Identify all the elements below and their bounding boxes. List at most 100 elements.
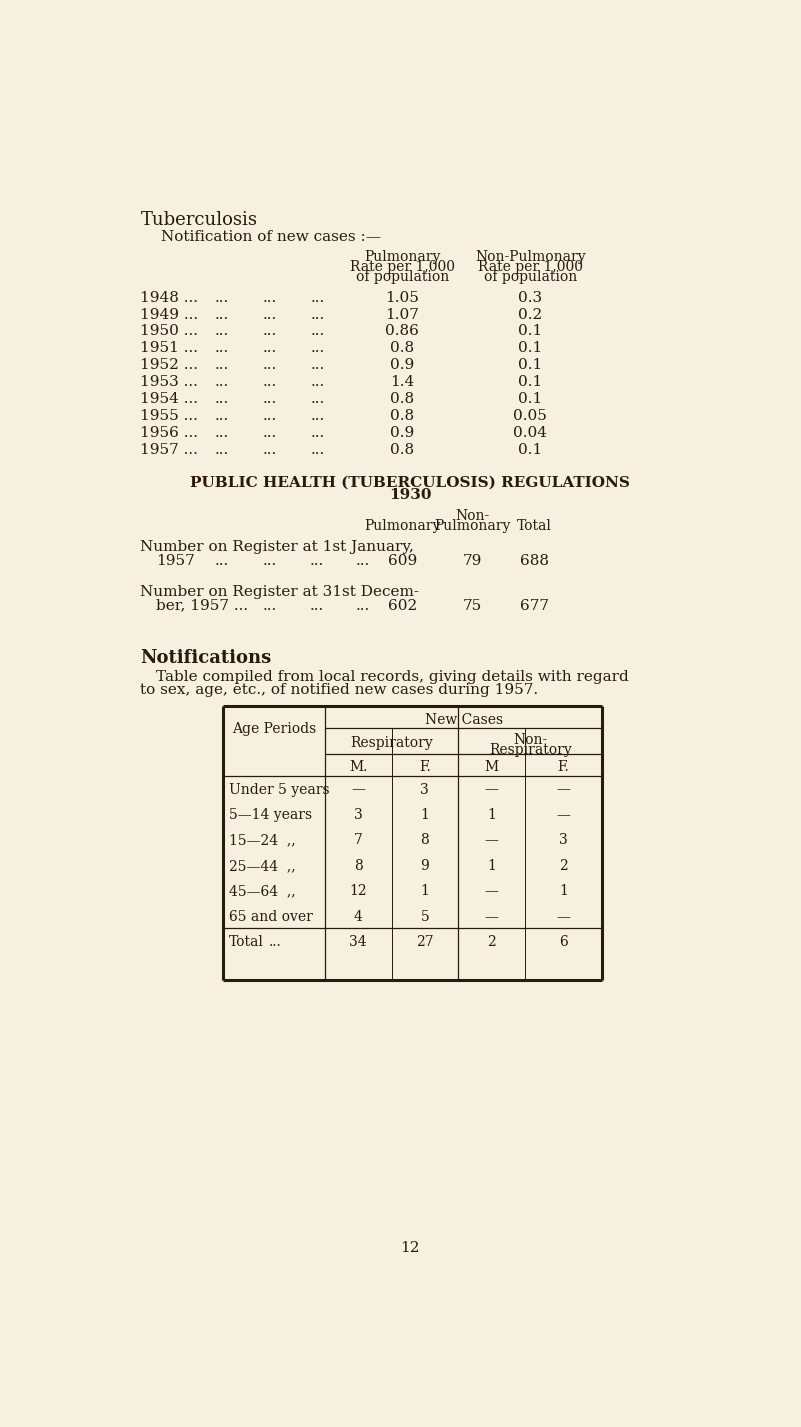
Text: 0.05: 0.05 [513,410,547,424]
Text: ...: ... [263,291,277,304]
Text: 75: 75 [462,598,481,612]
Text: ...: ... [263,358,277,372]
Text: 79: 79 [462,554,482,568]
Text: to sex, age, etc., of notified new cases during 1957.: to sex, age, etc., of notified new cases… [140,684,538,698]
Text: 1951 ...: 1951 ... [140,341,199,355]
Text: Non-: Non- [513,732,547,746]
Text: 1.4: 1.4 [390,375,414,390]
Text: 602: 602 [388,598,417,612]
Text: ...: ... [263,598,277,612]
Text: Pulmonary: Pulmonary [434,519,510,534]
Text: ...: ... [215,291,229,304]
Text: 0.8: 0.8 [390,392,414,407]
Text: Pulmonary: Pulmonary [364,519,441,534]
Text: —: — [557,808,570,822]
Text: 4: 4 [354,909,363,923]
Text: ...: ... [215,375,229,390]
Text: ...: ... [309,598,324,612]
Text: ...: ... [311,291,325,304]
Text: Age Periods: Age Periods [231,722,316,736]
Text: 1949 ...: 1949 ... [140,308,199,321]
Text: New Cases: New Cases [425,712,503,726]
Text: Respiratory: Respiratory [489,742,572,756]
Text: 1957: 1957 [156,554,195,568]
Text: 688: 688 [520,554,549,568]
Text: ...: ... [215,410,229,424]
Text: PUBLIC HEALTH (TUBERCULOSIS) REGULATIONS: PUBLIC HEALTH (TUBERCULOSIS) REGULATIONS [190,475,630,489]
Text: ...: ... [215,358,229,372]
Text: 1957 ...: 1957 ... [140,442,199,457]
Text: M: M [485,759,498,773]
Text: ...: ... [311,324,325,338]
Text: ...: ... [356,554,370,568]
Text: —: — [485,909,498,923]
Text: 0.8: 0.8 [390,442,414,457]
Text: of population: of population [356,270,449,284]
Text: ...: ... [311,308,325,321]
Text: 34: 34 [349,935,367,949]
Text: Under 5 years: Under 5 years [229,782,329,796]
Text: ...: ... [263,442,277,457]
Text: 0.9: 0.9 [390,358,414,372]
Text: 3: 3 [559,833,568,848]
Text: 12: 12 [400,1240,420,1254]
Text: F.: F. [557,759,570,773]
Text: Table compiled from local records, giving details with regard: Table compiled from local records, givin… [156,671,629,684]
Text: 1: 1 [487,808,496,822]
Text: 0.1: 0.1 [518,392,542,407]
Text: ...: ... [215,392,229,407]
Text: 45—64  ,,: 45—64 ,, [229,885,296,898]
Text: —: — [485,782,498,796]
Text: —: — [557,909,570,923]
Text: ...: ... [215,554,229,568]
Text: 1.07: 1.07 [385,308,419,321]
Text: Tuberculosis: Tuberculosis [140,211,257,230]
Text: ...: ... [356,598,370,612]
Text: ...: ... [263,410,277,424]
Text: 0.1: 0.1 [518,358,542,372]
Text: 1: 1 [559,885,568,898]
Text: 8: 8 [354,859,363,873]
Text: 12: 12 [349,885,367,898]
Text: 7: 7 [354,833,363,848]
Text: ...: ... [215,442,229,457]
Text: 1930: 1930 [388,488,432,502]
Text: 1955 ...: 1955 ... [140,410,199,424]
Text: —: — [352,782,365,796]
Text: 1956 ...: 1956 ... [140,427,199,440]
Text: ...: ... [215,427,229,440]
Text: Pulmonary: Pulmonary [364,250,441,264]
Text: ...: ... [311,375,325,390]
Text: 1952 ...: 1952 ... [140,358,199,372]
Text: ...: ... [311,341,325,355]
Text: ...: ... [309,554,324,568]
Text: Non-Pulmonary: Non-Pulmonary [475,250,586,264]
Text: 3: 3 [354,808,363,822]
Text: 9: 9 [421,859,429,873]
Text: Respiratory: Respiratory [350,736,433,749]
Text: —: — [485,833,498,848]
Text: 0.8: 0.8 [390,341,414,355]
Text: 1953 ...: 1953 ... [140,375,199,390]
Text: M.: M. [349,759,368,773]
Text: ...: ... [263,341,277,355]
Text: 0.9: 0.9 [390,427,414,440]
Text: 27: 27 [416,935,433,949]
Text: 1948 ...: 1948 ... [140,291,199,304]
Text: Notifications: Notifications [140,649,272,666]
Text: 5—14 years: 5—14 years [229,808,312,822]
Text: 609: 609 [388,554,417,568]
Text: 0.1: 0.1 [518,442,542,457]
Text: 6: 6 [559,935,568,949]
Text: ...: ... [311,392,325,407]
Text: ...: ... [263,427,277,440]
Text: ...: ... [215,341,229,355]
Text: ...: ... [215,308,229,321]
Text: 0.3: 0.3 [518,291,542,304]
Text: 1.05: 1.05 [385,291,419,304]
Text: 0.2: 0.2 [518,308,542,321]
Text: Total: Total [517,519,552,534]
Text: ...: ... [311,442,325,457]
Text: 2: 2 [487,935,496,949]
Text: ...: ... [263,308,277,321]
